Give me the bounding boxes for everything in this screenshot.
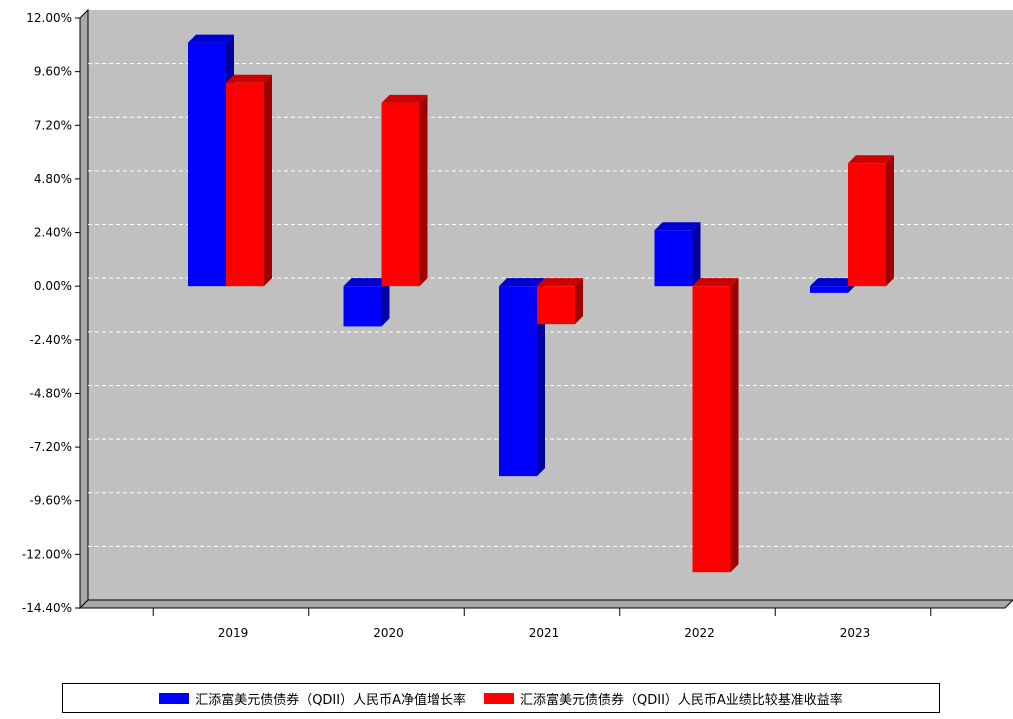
- bar-2022-series-2: [692, 286, 731, 573]
- y-tick-label: -14.40%: [22, 601, 72, 615]
- bar-2023-series-2: [848, 163, 886, 287]
- bar-top: [188, 34, 234, 43]
- x-tick-label: 2021: [529, 626, 560, 640]
- bar-2023-series-1: [810, 286, 848, 293]
- bar-2022-series-1: [654, 230, 693, 287]
- y-tick-label: -9.60%: [30, 494, 72, 508]
- legend-label-nav-growth: 汇添富美元债债券（QDII）人民币A净值增长率: [195, 692, 466, 708]
- bar-side: [419, 94, 428, 287]
- bar-chart: 12.00% 9.60% 7.20% 4.80% 2.40% 0.00% -2.40% -4.…: [22, 8, 1013, 640]
- y-tick-label: -4.80%: [30, 386, 72, 400]
- bar-side: [381, 278, 390, 327]
- bar-top: [537, 278, 583, 287]
- y-tick-label: 12.00%: [26, 11, 72, 25]
- bar-side: [575, 278, 583, 325]
- x-tick-label: 2019: [218, 626, 249, 640]
- legend-item-nav-growth: 汇添富美元债债券（QDII）人民币A净值增长率: [159, 689, 466, 708]
- x-tick-label: 2023: [840, 626, 871, 640]
- bar-side: [886, 155, 894, 287]
- bar-2021-series-2: [537, 286, 575, 325]
- y-tick-label: -2.40%: [30, 333, 72, 347]
- y-tick-label: -7.20%: [30, 440, 72, 454]
- bar-2019-series-1: [188, 42, 226, 287]
- bar-side: [692, 222, 701, 287]
- bar-2021-series-1: [499, 286, 537, 477]
- left-wall: [79, 8, 89, 610]
- bar-top: [692, 278, 739, 287]
- y-tick-label: 9.60%: [34, 65, 72, 79]
- bar-top: [226, 74, 272, 83]
- legend-item-benchmark: 汇添富美元债债券（QDII）人民币A业绩比较基准收益率: [484, 689, 843, 708]
- floor: [78, 599, 1013, 609]
- bar-2020-series-2: [381, 102, 420, 287]
- bar-side: [730, 278, 739, 573]
- x-tick-label: 2020: [373, 626, 404, 640]
- bar-top: [848, 155, 894, 164]
- bar-top: [810, 278, 856, 287]
- bar-2019-series-2: [226, 82, 264, 287]
- legend-swatch-red: [484, 692, 514, 704]
- y-tick-label: 2.40%: [34, 226, 72, 240]
- legend-swatch-blue: [159, 692, 190, 704]
- y-tick-label: 0.00%: [34, 279, 72, 293]
- bar-top: [654, 222, 701, 231]
- legend-label-benchmark: 汇添富美元债债券（QDII）人民币A业绩比较基准收益率: [520, 692, 843, 708]
- x-tick-label: 2022: [684, 626, 715, 640]
- chart-legend: 汇添富美元债债券（QDII）人民币A净值增长率 汇添富美元债债券（QDII）人民…: [62, 683, 940, 713]
- bar-side: [264, 74, 272, 287]
- y-tick-label: 4.80%: [34, 172, 72, 186]
- y-tick-label: 7.20%: [34, 118, 72, 132]
- bar-top: [343, 278, 390, 287]
- y-tick-label: -12.00%: [22, 547, 72, 561]
- bar-top: [381, 94, 428, 103]
- bar-2020-series-1: [343, 286, 382, 327]
- bar-side: [537, 278, 545, 477]
- bar-top: [499, 278, 545, 287]
